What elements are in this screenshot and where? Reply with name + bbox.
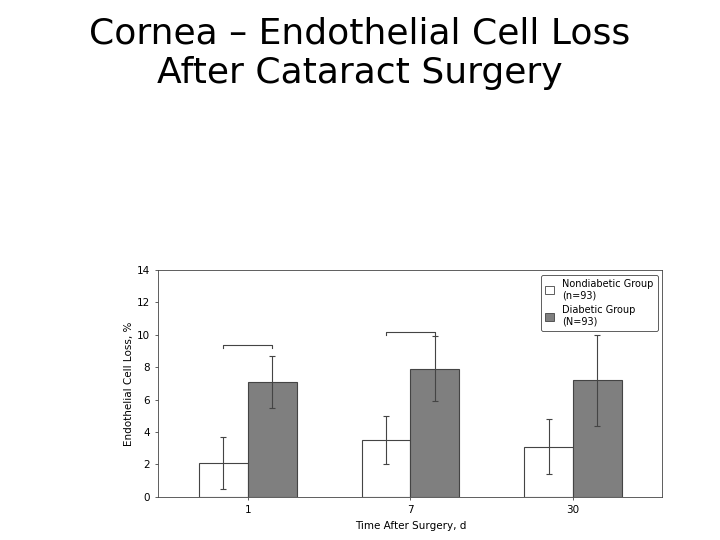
Bar <box>573 380 622 497</box>
Bar <box>410 369 459 497</box>
Bar <box>199 463 248 497</box>
Bar <box>248 382 297 497</box>
X-axis label: Time After Surgery, d: Time After Surgery, d <box>355 521 466 531</box>
Text: Cornea – Endothelial Cell Loss
After Cataract Surgery: Cornea – Endothelial Cell Loss After Cat… <box>89 16 631 90</box>
Bar <box>524 447 573 497</box>
Legend: Nondiabetic Group
(n=93), Diabetic Group
(N=93): Nondiabetic Group (n=93), Diabetic Group… <box>541 275 657 330</box>
Y-axis label: Endothelial Cell Loss, %: Endothelial Cell Loss, % <box>124 321 134 446</box>
Bar <box>361 440 410 497</box>
